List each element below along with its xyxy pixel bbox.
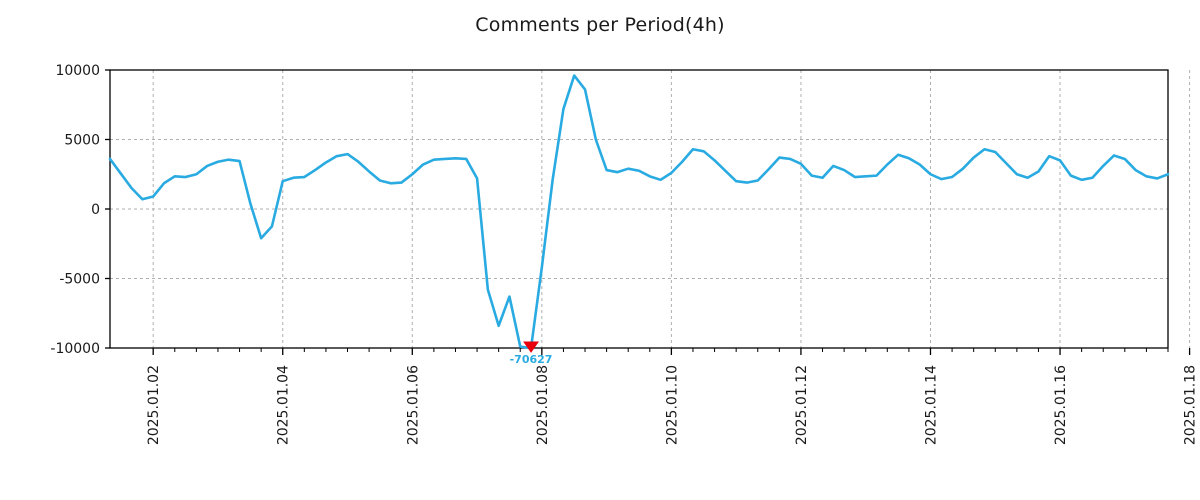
x-axis-tick-label: 2025.01.14 <box>923 365 939 445</box>
outlier-marker-triangle-down-icon <box>523 341 540 353</box>
annotation-group: -70627 <box>510 341 553 366</box>
y-axis-tick-label: 0 <box>91 202 100 218</box>
y-axis-tick-label: -5000 <box>59 272 100 288</box>
chart-title: Comments per Period(4h) <box>475 14 725 36</box>
x-axis-tick-label: 2025.01.16 <box>1053 365 1069 445</box>
x-axis-tick-label: 2025.01.10 <box>664 365 680 445</box>
data-series-line <box>108 74 1170 350</box>
x-axis-tick-label: 2025.01.04 <box>276 365 292 445</box>
x-axis-tick-label: 2025.01.02 <box>146 365 162 445</box>
grid-lines <box>110 70 1191 348</box>
x-axis-ticks: 2025.01.02 2025.01.04 2025.01.06 2025.01.08… <box>146 348 1199 445</box>
x-axis-tick-label: 2025.01.06 <box>405 365 421 445</box>
series-line-comments-per-period <box>108 74 1170 350</box>
y-axis-tick-label: 10000 <box>55 63 100 79</box>
x-axis-tick-label: 2025.01.12 <box>794 365 810 445</box>
x-axis-tick-label: 2025.01.18 <box>1183 365 1199 445</box>
y-axis-ticks: -10000 -5000 0 5000 10000 <box>50 63 110 357</box>
outlier-value-label: -70627 <box>510 353 553 366</box>
x-axis-tick-label: 2025.01.08 <box>535 365 551 445</box>
y-axis-tick-label: -10000 <box>50 341 100 357</box>
y-axis-tick-label: 5000 <box>64 133 100 149</box>
